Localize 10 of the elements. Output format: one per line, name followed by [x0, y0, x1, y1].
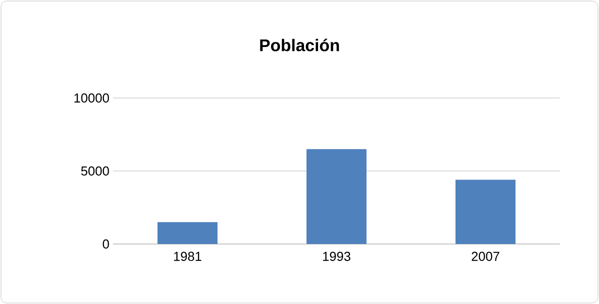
chart-title: Población: [260, 38, 339, 52]
bar: [158, 222, 218, 244]
bar: [306, 149, 367, 244]
x-tick-label: 1993: [323, 252, 350, 261]
y-tick-label: 0: [102, 239, 109, 249]
x-tick-label: 1981: [174, 252, 202, 261]
y-tick-label: 5000: [81, 166, 109, 176]
x-tick-label: 2007: [472, 252, 500, 261]
y-tick-label: 10000: [74, 93, 109, 103]
bar: [456, 180, 516, 244]
